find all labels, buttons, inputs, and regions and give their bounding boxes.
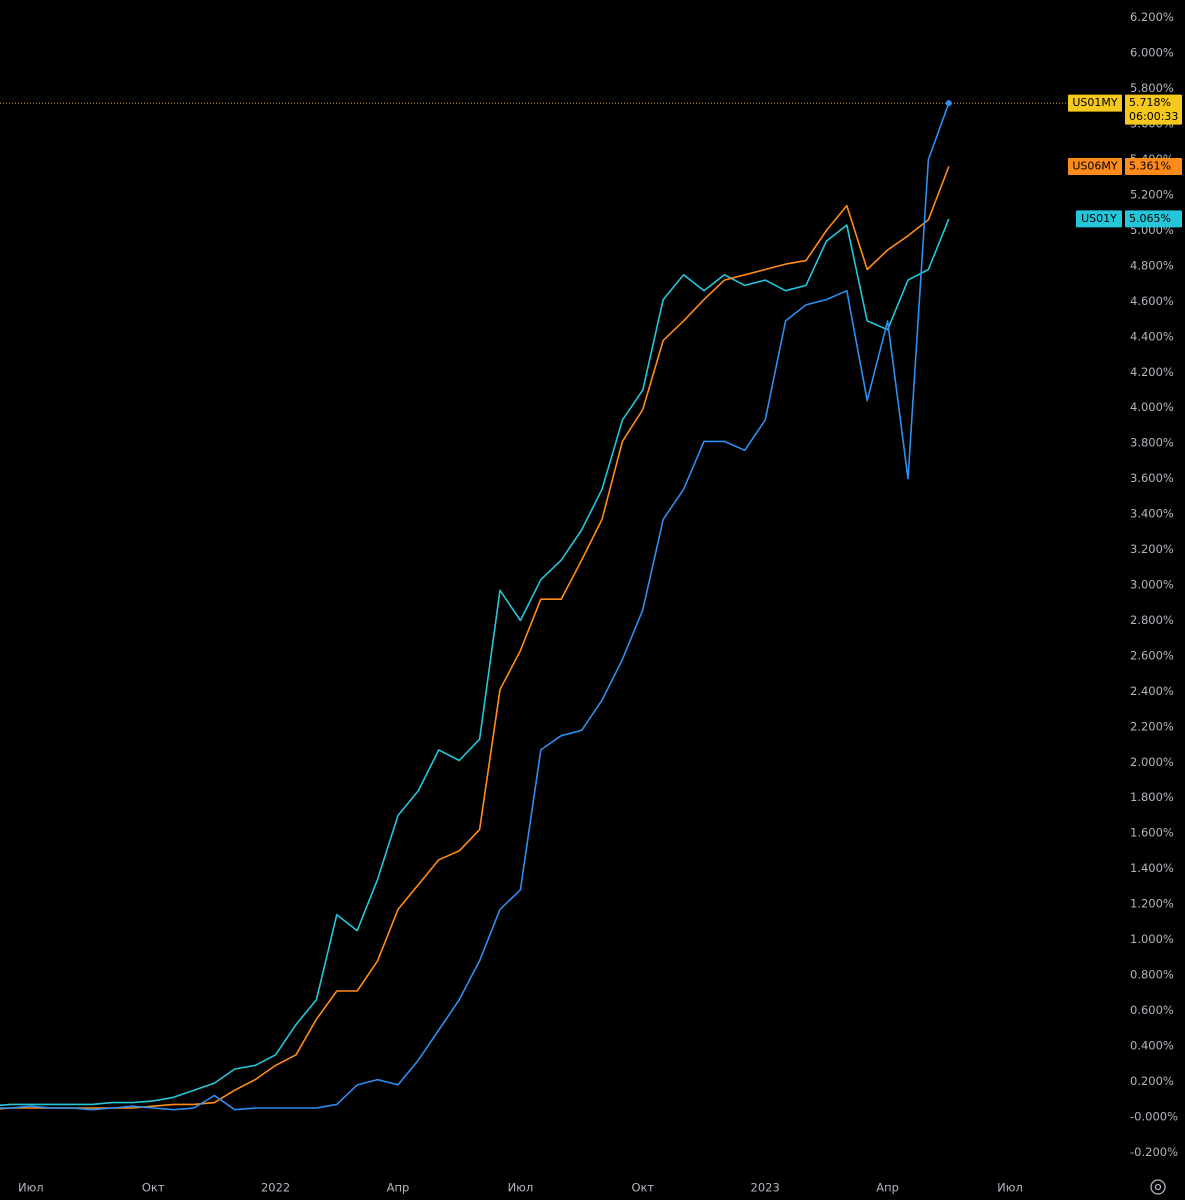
- x-tick-label: Июл: [18, 1181, 44, 1195]
- y-tick-label: 0.400%: [1130, 1038, 1174, 1052]
- x-tick-label: Июл: [997, 1181, 1023, 1195]
- badge-value-bg: [1125, 94, 1182, 125]
- y-tick-label: 1.200%: [1130, 897, 1174, 911]
- badge-value: 5.361%: [1129, 159, 1171, 172]
- y-tick-label: 4.400%: [1130, 329, 1174, 343]
- x-tick-label: Апр: [387, 1181, 410, 1195]
- y-tick-label: 4.600%: [1130, 294, 1174, 308]
- y-tick-label: 6.000%: [1130, 46, 1174, 60]
- y-tick-label: -0.200%: [1130, 1145, 1178, 1159]
- y-tick-label: 3.800%: [1130, 436, 1174, 450]
- y-tick-label: 0.800%: [1130, 968, 1174, 982]
- y-tick-label: -0.000%: [1130, 1109, 1178, 1123]
- y-tick-label: 4.200%: [1130, 365, 1174, 379]
- y-tick-label: 3.000%: [1130, 578, 1174, 592]
- y-tick-label: 1.800%: [1130, 790, 1174, 804]
- x-tick-label: 2022: [261, 1181, 290, 1195]
- y-tick-label: 1.400%: [1130, 861, 1174, 875]
- y-tick-label: 5.800%: [1130, 81, 1174, 95]
- x-tick-label: Апр: [876, 1181, 899, 1195]
- y-tick-label: 3.400%: [1130, 507, 1174, 521]
- series-line: [0, 166, 950, 1110]
- series-line: [0, 102, 950, 1111]
- badge-value: 5.065%: [1129, 212, 1171, 225]
- badge-name-bg: [1076, 210, 1122, 228]
- badge-name-bg: [1068, 157, 1122, 175]
- badge-name: US01MY: [1072, 96, 1118, 109]
- y-tick-label: 0.600%: [1130, 1003, 1174, 1017]
- x-tick-label: 2023: [751, 1181, 780, 1195]
- x-tick-label: Окт: [631, 1181, 654, 1195]
- badge-countdown: 06:00:33: [1129, 110, 1178, 123]
- y-tick-label: 4.000%: [1130, 400, 1174, 414]
- last-point: [945, 100, 952, 107]
- badge-value-bg: [1125, 157, 1182, 175]
- y-tick-label: 2.400%: [1130, 684, 1174, 698]
- y-tick-label: 3.200%: [1130, 542, 1174, 556]
- badge-value-bg: [1125, 210, 1182, 228]
- badge-name: US06MY: [1072, 159, 1118, 172]
- y-tick-label: 6.200%: [1130, 10, 1174, 24]
- settings-core[interactable]: [1154, 1183, 1162, 1191]
- y-tick-label: 2.600%: [1130, 648, 1174, 662]
- y-tick-label: 2.200%: [1130, 719, 1174, 733]
- y-tick-label: 1.600%: [1130, 826, 1174, 840]
- badge-name-bg: [1068, 94, 1122, 112]
- y-tick-label: 4.800%: [1130, 258, 1174, 272]
- settings-icon[interactable]: [1150, 1179, 1166, 1195]
- plot-area: [0, 102, 950, 1111]
- badge-name: US01Y: [1081, 212, 1117, 225]
- y-tick-label: 0.200%: [1130, 1074, 1174, 1088]
- x-tick-label: Окт: [142, 1181, 165, 1195]
- y-tick-label: 3.600%: [1130, 471, 1174, 485]
- y-tick-label: 5.200%: [1130, 188, 1174, 202]
- series-line: [0, 218, 950, 1107]
- y-tick-label: 2.800%: [1130, 613, 1174, 627]
- x-tick-label: Июл: [508, 1181, 534, 1195]
- y-tick-label: 2.000%: [1130, 755, 1174, 769]
- y-tick-label: 1.000%: [1130, 932, 1174, 946]
- settings-ring[interactable]: [1150, 1179, 1166, 1195]
- badge-value: 5.718%: [1129, 96, 1171, 109]
